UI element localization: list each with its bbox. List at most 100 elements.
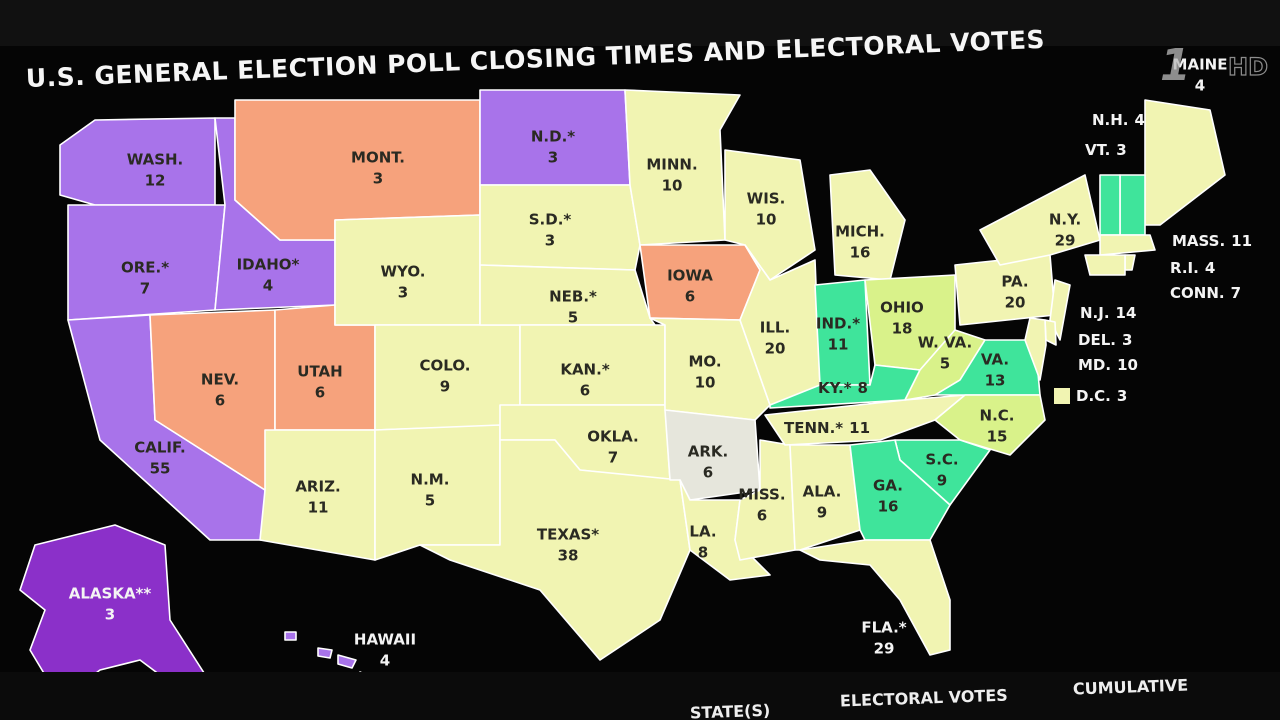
state-name: MO. (688, 353, 721, 371)
state-name: N.J. (1080, 304, 1110, 322)
state-name: UTAH (297, 363, 342, 381)
electoral-votes: 9 (937, 472, 947, 490)
state-shape (1084, 254, 1126, 276)
electoral-votes: 20 (1005, 294, 1026, 312)
state-label: N.H. 4 (1092, 111, 1145, 129)
electoral-votes: 14 (1116, 304, 1137, 322)
state-name: N.C. (980, 407, 1015, 425)
state-shape (374, 424, 501, 561)
electoral-votes: 55 (150, 460, 171, 478)
state-shape (19, 524, 216, 701)
electoral-votes: 4 (263, 277, 273, 295)
state-shape (479, 184, 641, 271)
electoral-votes: 4 (1195, 77, 1205, 95)
state-name: KY.* (818, 379, 852, 397)
state-name: ARK. (688, 443, 728, 461)
state-name: FLA.* (861, 619, 906, 637)
state-shape (1024, 317, 1047, 381)
state-shape (337, 654, 357, 669)
state-label: CONN. 7 (1170, 284, 1241, 302)
electoral-votes: 4 (1135, 111, 1145, 129)
electoral-votes: 8 (698, 544, 708, 562)
electoral-votes: 3 (1117, 387, 1127, 405)
electoral-votes: 10 (1117, 356, 1138, 374)
state-name: DEL. (1078, 331, 1116, 349)
state-name: OKLA. (587, 428, 639, 446)
electoral-votes: 11 (308, 499, 329, 517)
state-name: CALIF. (134, 439, 186, 457)
state-name: LA. (689, 523, 716, 541)
logo-mark: 1 (1160, 40, 1191, 91)
electoral-votes: 9 (440, 378, 450, 396)
state-shape (1099, 234, 1156, 256)
state-label: MD. 10 (1078, 356, 1138, 374)
electoral-votes: 6 (315, 384, 325, 402)
state-name: WYO. (381, 263, 426, 281)
electoral-votes: 13 (985, 372, 1006, 390)
electoral-votes: 3 (398, 284, 408, 302)
electoral-votes: 7 (140, 280, 150, 298)
electoral-votes: 16 (878, 498, 899, 516)
electoral-votes: 3 (105, 606, 115, 624)
state-name: ARIZ. (295, 478, 340, 496)
state-name: N.Y. (1049, 211, 1081, 229)
electoral-votes: 18 (892, 320, 913, 338)
state-name: VA. (981, 351, 1009, 369)
state-name: PA. (1001, 273, 1028, 291)
state-name: OHIO (880, 299, 924, 317)
state-shape (419, 439, 691, 661)
state-name: TENN.* (784, 419, 843, 437)
state-name: ALASKA** (69, 585, 152, 603)
electoral-votes: 3 (1116, 141, 1126, 159)
electoral-votes: 3 (548, 149, 558, 167)
state-name: D.C. (1076, 387, 1111, 405)
state-name: CONN. (1170, 284, 1225, 302)
state-shape (814, 279, 871, 386)
electoral-votes: 29 (1055, 232, 1076, 250)
electoral-votes: 4 (1205, 259, 1215, 277)
state-labels: WASH.12ORE.*7CALIF.55NEV.6IDAHO*4MONT.3U… (69, 56, 1252, 670)
state-label: D.C. 3 (1076, 387, 1127, 405)
state-name: IND.* (816, 315, 860, 333)
state-name: TEXAS* (537, 526, 599, 544)
electoral-votes: 4 (380, 652, 390, 670)
electoral-votes: 6 (703, 464, 713, 482)
state-name: MINN. (646, 156, 697, 174)
state-shape (799, 539, 951, 656)
state-name: ALA. (803, 483, 842, 501)
state-name: COLO. (420, 357, 471, 375)
electoral-votes: 6 (757, 507, 767, 525)
state-name: MISS. (738, 486, 785, 504)
state-name: KAN.* (560, 361, 609, 379)
electoral-votes: 10 (662, 177, 683, 195)
state-name: GA. (873, 477, 903, 495)
electoral-votes: 7 (1231, 284, 1241, 302)
state-name: ILL. (760, 319, 790, 337)
state-label: MASS. 11 (1172, 232, 1252, 250)
state-label: KY.* 8 (818, 379, 868, 397)
electoral-votes: 10 (756, 211, 777, 229)
state-label: N.J. 14 (1080, 304, 1136, 322)
state-name: VT. (1085, 141, 1110, 159)
electoral-votes: 5 (425, 492, 435, 510)
electoral-votes: 6 (580, 382, 590, 400)
state-name: IDAHO* (237, 256, 300, 274)
state-shape (789, 444, 861, 551)
state-label: DEL. 3 (1078, 331, 1132, 349)
state-label: TENN.* 11 (784, 419, 870, 437)
state-shape (769, 364, 921, 409)
state-name: R.I. (1170, 259, 1199, 277)
states (19, 89, 1226, 701)
electoral-votes: 11 (828, 336, 849, 354)
state-name: S.C. (925, 451, 958, 469)
state-name: N.M. (411, 471, 450, 489)
state-name: HAWAII (354, 631, 416, 649)
electoral-votes: 20 (765, 340, 786, 358)
state-name: IOWA (667, 267, 713, 285)
electoral-votes: 29 (874, 640, 895, 658)
state-name: W. VA. (918, 334, 972, 352)
screen-bezel (0, 0, 1280, 46)
state-name: N.D.* (531, 128, 575, 146)
electoral-votes: 38 (558, 547, 579, 565)
